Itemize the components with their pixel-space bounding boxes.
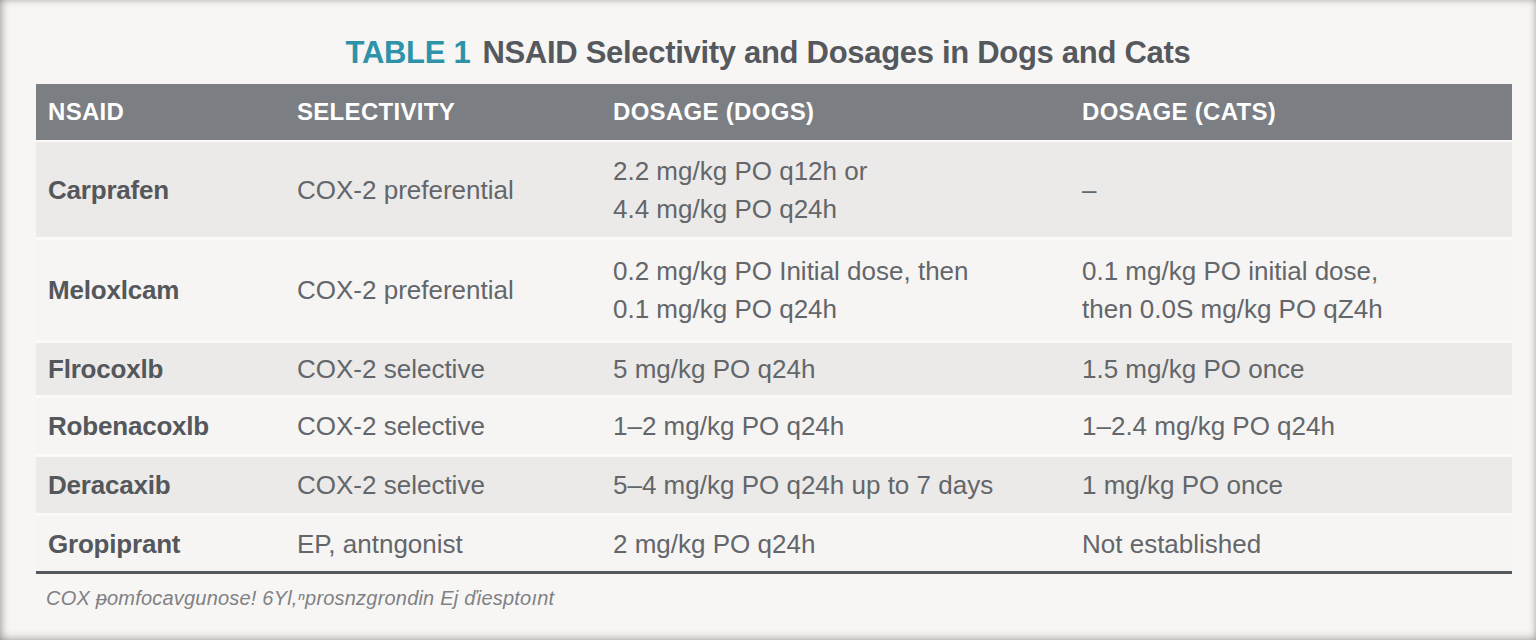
table-row-deracoxib: Deracaxib COX-2 selective 5–4 mg/kg PO q…: [36, 454, 1512, 513]
table-row-robenacoxib: Robenacoxlb COX-2 selective 1–2 mg/kg PO…: [36, 395, 1512, 454]
table-header-row: NSAID SELECTIVITY DOSAGE (DOGS) DOSAGE (…: [36, 84, 1512, 140]
table-row-carprofen: Carprafen COX-2 preferential 2.2 mg/kg P…: [36, 140, 1512, 237]
column-header-dosage-dogs: DOSAGE (DOGS): [601, 84, 1070, 140]
cell-dosage-cats: Not established: [1070, 516, 1512, 571]
cell-drug-name: Robenacoxlb: [36, 398, 285, 454]
cell-selectivity: COX-2 selective: [285, 457, 601, 513]
cell-drug-name: Flrocoxlb: [36, 343, 285, 395]
column-header-nsaid: NSAID: [36, 84, 285, 140]
cell-selectivity: COX-2 preferential: [285, 142, 601, 237]
cell-drug-name: Gropiprant: [36, 516, 285, 571]
column-header-dosage-cats: DOSAGE (CATS): [1070, 84, 1512, 140]
cell-drug-name: Meloxlcam: [36, 240, 285, 340]
page-title: TABLE 1 NSAID Selectivity and Dosages in …: [0, 33, 1536, 73]
cell-dosage-cats: 1 mg/kg PO once: [1070, 457, 1512, 513]
cell-dosage-cats: 0.1 mg/kg PO initial dose, then 0.0S mg/…: [1070, 240, 1512, 340]
cell-selectivity: COX-2 selective: [285, 398, 601, 454]
table-row-grapiprant: Gropiprant EP, antngonist 2 mg/kg PO q24…: [36, 513, 1512, 571]
cell-dosage-dogs: 2 mg/kg PO q24h: [601, 516, 1070, 571]
cell-drug-name: Carprafen: [36, 142, 285, 237]
cell-dosage-cats: 1–2.4 mg/kg PO q24h: [1070, 398, 1512, 454]
cell-dosage-cats: –: [1070, 142, 1512, 237]
nsaid-dosage-table: NSAID SELECTIVITY DOSAGE (DOGS) DOSAGE (…: [36, 84, 1512, 574]
table-title-text: NSAID Selectivity and Dosages in Dogs an…: [482, 35, 1190, 70]
cell-dosage-dogs: 1–2 mg/kg PO q24h: [601, 398, 1070, 454]
cell-dosage-dogs: 0.2 mg/kg PO Initial dose, then 0.1 mg/k…: [601, 240, 1070, 340]
cell-selectivity: COX-2 preferential: [285, 240, 601, 340]
cell-dosage-dogs: 2.2 mg/kg PO q12h or 4.4 mg/kg PO q24h: [601, 142, 1070, 237]
cell-dosage-dogs: 5–4 mg/kg PO q24h up to 7 days: [601, 457, 1070, 513]
table-footnote: COX ᵽomfocavgunose! 6Yl,ⁿprosnzgrondin E…: [46, 587, 1536, 610]
table-row-firocoxib: Flrocoxlb COX-2 selective 5 mg/kg PO q24…: [36, 340, 1512, 395]
cell-dosage-dogs: 5 mg/kg PO q24h: [601, 343, 1070, 395]
cell-selectivity: EP, antngonist: [285, 516, 601, 571]
table-row-meloxicam: Meloxlcam COX-2 preferential 0.2 mg/kg P…: [36, 237, 1512, 340]
table-bottom-rule: [36, 571, 1512, 574]
table-number-label: TABLE 1: [346, 35, 471, 70]
cell-drug-name: Deracaxib: [36, 457, 285, 513]
cell-selectivity: COX-2 selective: [285, 343, 601, 395]
column-header-selectivity: SELECTIVITY: [285, 84, 601, 140]
document-page: TABLE 1 NSAID Selectivity and Dosages in …: [0, 0, 1536, 640]
cell-dosage-cats: 1.5 mg/kg PO once: [1070, 343, 1512, 395]
